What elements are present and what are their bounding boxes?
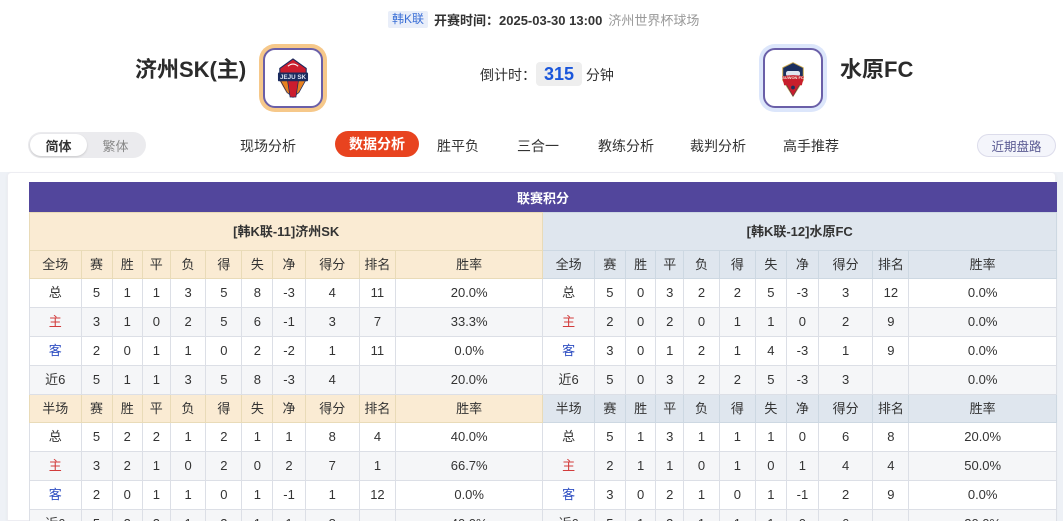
svg-text:JEJU SK: JEJU SK xyxy=(280,74,306,81)
svg-text:SUWON FC: SUWON FC xyxy=(782,75,804,80)
